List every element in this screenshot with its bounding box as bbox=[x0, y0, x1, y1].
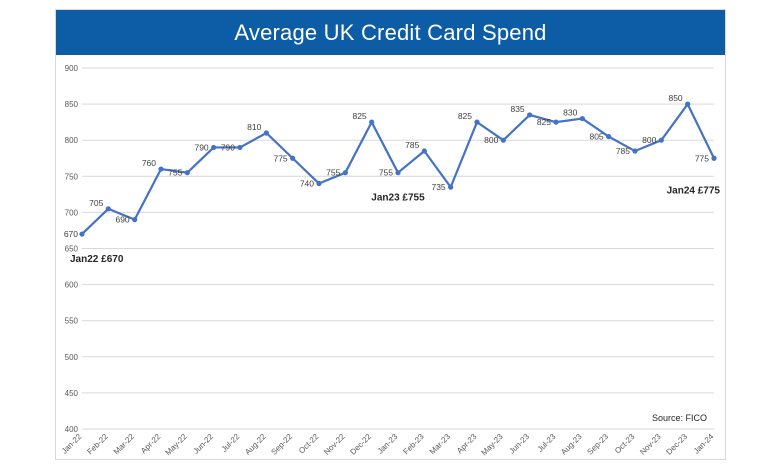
y-tick-label: 550 bbox=[65, 317, 79, 326]
data-point bbox=[132, 217, 138, 223]
y-tick-label: 900 bbox=[65, 64, 79, 73]
x-tick-label: Jan-22 bbox=[60, 432, 84, 456]
line-chart: 400 450 500 550 600 650 700 750 800 850 900 Jan-22… bbox=[60, 64, 721, 458]
data-label: 790 bbox=[221, 142, 235, 152]
x-tick-label: Apr-23 bbox=[455, 432, 479, 456]
callout-annotation: Jan23 £755 bbox=[371, 193, 425, 204]
y-tick-label: 800 bbox=[65, 136, 79, 145]
data-label: 775 bbox=[695, 153, 709, 163]
y-tick-label: 450 bbox=[65, 389, 79, 398]
x-tick-label: Feb-23 bbox=[401, 432, 426, 457]
data-label: 810 bbox=[247, 122, 261, 132]
x-tick-label: Nov-23 bbox=[638, 432, 663, 457]
data-label: 735 bbox=[431, 182, 445, 192]
data-point bbox=[448, 184, 454, 190]
x-tick-label: Dec-23 bbox=[664, 432, 689, 457]
data-point bbox=[369, 119, 375, 125]
data-point bbox=[263, 130, 269, 136]
data-point bbox=[421, 148, 427, 154]
x-tick-label: Jan-23 bbox=[376, 432, 400, 456]
data-label: 755 bbox=[326, 168, 340, 178]
chart-frame: Average UK Credit Card Spend 400 450 500 55… bbox=[55, 9, 726, 460]
x-tick-label: Sep-23 bbox=[585, 432, 610, 457]
data-point bbox=[527, 112, 533, 118]
x-tick-label: Apr-22 bbox=[139, 432, 163, 456]
x-tick-label: Mar-22 bbox=[112, 432, 137, 457]
x-tick-label: Sep-22 bbox=[269, 432, 294, 457]
data-label: 835 bbox=[510, 104, 524, 114]
callout-annotation: Jan22 £670 bbox=[70, 254, 124, 265]
title-bar: Average UK Credit Card Spend bbox=[56, 10, 725, 55]
y-tick-label: 650 bbox=[65, 245, 79, 254]
data-point bbox=[395, 170, 401, 176]
data-point bbox=[658, 137, 664, 143]
data-point bbox=[685, 101, 691, 107]
y-tick-label: 600 bbox=[65, 281, 79, 290]
y-tick-label: 850 bbox=[65, 100, 79, 109]
y-tick-label: 700 bbox=[65, 208, 79, 217]
data-label: 790 bbox=[194, 142, 208, 152]
data-point bbox=[105, 206, 111, 212]
data-point bbox=[211, 144, 217, 151]
x-tick-label: Jul-23 bbox=[536, 432, 558, 454]
chart-title: Average UK Credit Card Spend bbox=[234, 19, 547, 45]
data-label: 825 bbox=[352, 111, 366, 121]
x-tick-label: Jul-22 bbox=[220, 432, 242, 454]
x-tick-label: May-23 bbox=[480, 432, 506, 458]
data-point bbox=[158, 166, 164, 172]
source-note: Source: FICO bbox=[652, 413, 707, 423]
data-label: 755 bbox=[168, 168, 182, 178]
data-point bbox=[474, 119, 480, 125]
data-point bbox=[316, 180, 322, 187]
data-label: 755 bbox=[379, 168, 393, 178]
data-label: 775 bbox=[273, 153, 287, 163]
data-point bbox=[711, 155, 717, 161]
callout-annotation: Jan24 £775 bbox=[667, 185, 721, 196]
data-point bbox=[632, 148, 638, 154]
data-point bbox=[579, 115, 585, 122]
data-point bbox=[79, 231, 85, 237]
data-point bbox=[290, 155, 296, 161]
data-label: 800 bbox=[484, 135, 498, 145]
data-label: 800 bbox=[642, 135, 656, 145]
data-label: 850 bbox=[668, 93, 682, 103]
x-tick-label: Jan-24 bbox=[692, 432, 716, 456]
data-label: 740 bbox=[300, 179, 314, 189]
x-tick-label: May-22 bbox=[164, 432, 190, 458]
data-label: 785 bbox=[616, 146, 630, 156]
data-point bbox=[237, 144, 243, 151]
x-tick-label: Feb-22 bbox=[85, 432, 110, 457]
x-tick-label: Aug-23 bbox=[559, 432, 584, 457]
x-tick-label: Oct-23 bbox=[613, 432, 637, 456]
data-label: 825 bbox=[537, 117, 551, 127]
data-point bbox=[342, 170, 348, 176]
y-tick-label: 400 bbox=[65, 425, 79, 434]
data-label: 670 bbox=[64, 229, 78, 239]
y-tick-label: 750 bbox=[65, 172, 79, 181]
data-label: 830 bbox=[563, 108, 577, 118]
data-point bbox=[500, 137, 506, 143]
data-label: 805 bbox=[589, 132, 603, 142]
x-tick-label: Jun-22 bbox=[191, 432, 215, 456]
data-label: 705 bbox=[89, 198, 103, 208]
data-point bbox=[184, 170, 190, 176]
x-tick-label: Mar-23 bbox=[428, 432, 453, 457]
data-label: 785 bbox=[405, 140, 419, 150]
x-tick-label: Aug-22 bbox=[243, 432, 268, 457]
x-tick-label: Nov-22 bbox=[322, 432, 347, 457]
data-label: 825 bbox=[458, 111, 472, 121]
data-point bbox=[553, 119, 559, 125]
y-tick-label: 500 bbox=[65, 353, 79, 362]
x-tick-label: Dec-22 bbox=[348, 432, 373, 457]
data-label: 760 bbox=[142, 158, 156, 168]
data-point bbox=[606, 133, 612, 140]
data-label: 690 bbox=[115, 215, 129, 225]
x-tick-label: Oct-22 bbox=[297, 432, 321, 456]
x-tick-label: Jun-23 bbox=[507, 432, 531, 456]
